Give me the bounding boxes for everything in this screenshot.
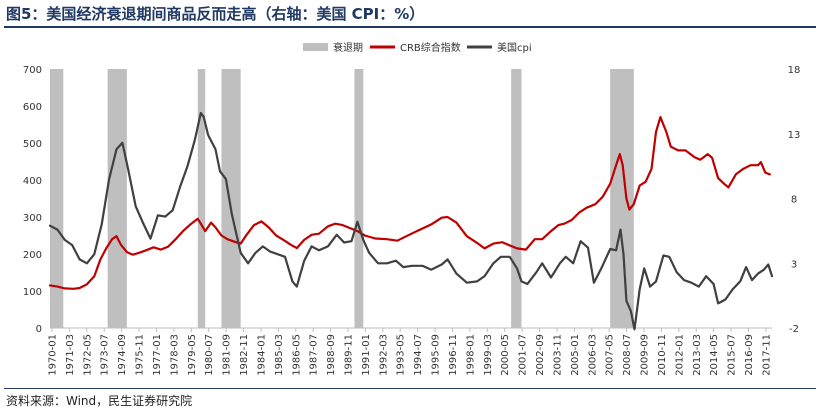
axes: 0 100 200 300 400 500 600 700 -2 3 8 13 18 1970-01 197… [23, 65, 800, 376]
x-tick-label-20: 1993-05 [396, 334, 407, 376]
x-tick-label-17: 1989-11 [344, 334, 355, 376]
x-tick-label-11: 1982-11 [239, 334, 250, 376]
left-axis-tick-0: 0 [36, 324, 42, 335]
legend: 衰退期 CRB综合指数 美国cpi [303, 41, 532, 54]
x-tick-label-32: 2007-05 [605, 334, 616, 376]
x-tick-label-15: 1987-07 [309, 334, 320, 376]
x-tick-label-16: 1988-09 [326, 334, 337, 376]
recession-band-5 [511, 69, 522, 328]
x-tick-label-22: 1995-09 [431, 334, 442, 376]
recession-bands [50, 69, 634, 328]
source-note: 资料来源：Wind，民生证券研究院 [6, 394, 193, 408]
legend-label-0: 衰退期 [333, 41, 363, 54]
x-tick-label-28: 2002-09 [535, 334, 546, 376]
x-tick-label-1: 1971-03 [65, 334, 76, 376]
chart-title: 图5：美国经济衰退期间商品反而走高（右轴：美国 CPI：%） [6, 5, 425, 23]
x-tick-label-37: 2013-03 [692, 334, 703, 376]
x-tick-label-38: 2014-05 [709, 334, 720, 376]
x-tick-label-36: 2012-01 [674, 334, 685, 376]
line-chart: 0 100 200 300 400 500 600 700 -2 3 8 13 18 1970-01 197… [23, 41, 800, 376]
x-tick-label-2: 1972-05 [82, 334, 93, 376]
x-tick-label-41: 2017-11 [761, 334, 772, 376]
x-tick-label-24: 1998-01 [465, 334, 476, 376]
x-tick-label-9: 1980-07 [204, 334, 215, 376]
left-axis-tick-1: 100 [23, 287, 42, 298]
x-tick-label-12: 1984-01 [256, 334, 267, 376]
x-tick-label-19: 1992-03 [378, 334, 389, 376]
right-axis-tick-4: 18 [788, 65, 801, 76]
title-divider [4, 26, 816, 28]
x-tick-label-26: 2000-05 [500, 334, 511, 376]
x-tick-label-29: 2003-11 [552, 334, 563, 376]
left-axis-tick-6: 600 [23, 102, 42, 113]
left-axis-tick-3: 300 [23, 213, 42, 224]
legend-label-2: 美国cpi [497, 41, 532, 54]
x-tick-label-40: 2016-09 [744, 334, 755, 376]
x-tick-label-10: 1981-09 [222, 334, 233, 376]
x-tick-label-3: 1973-07 [100, 334, 111, 376]
legend-swatch-recession [303, 43, 328, 51]
x-tick-label-0: 1970-01 [48, 334, 59, 376]
x-tick-label-6: 1977-01 [152, 334, 163, 376]
x-tick-label-18: 1991-01 [361, 334, 372, 376]
x-tick-label-21: 1994-07 [413, 334, 424, 376]
x-tick-label-25: 1999-03 [483, 334, 494, 376]
recession-band-0 [50, 69, 64, 328]
x-tick-label-30: 2005-01 [570, 334, 581, 376]
recession-band-3 [221, 69, 241, 328]
x-tick-label-13: 1985-03 [274, 334, 285, 376]
footer-divider [4, 388, 816, 389]
x-tick-label-33: 2008-07 [622, 334, 633, 376]
x-tick-label-7: 1978-03 [169, 334, 180, 376]
left-axis-tick-4: 400 [23, 176, 42, 187]
x-tick-label-27: 2001-07 [518, 334, 529, 376]
right-axis-tick-3: 13 [788, 130, 801, 141]
x-tick-label-5: 1975-11 [135, 334, 146, 376]
x-tick-label-39: 2015-07 [727, 334, 738, 376]
right-axis-tick-1: 3 [791, 259, 797, 270]
x-tick-label-35: 2010-11 [657, 334, 668, 376]
x-tick-label-23: 1996-11 [448, 334, 459, 376]
x-tick-label-14: 1986-05 [291, 334, 302, 376]
left-axis-tick-5: 500 [23, 139, 42, 150]
right-axis-tick-2: 8 [791, 195, 797, 206]
recession-band-1 [107, 69, 127, 328]
crb-index-line [48, 116, 771, 290]
x-tick-label-8: 1979-05 [187, 334, 198, 376]
recession-band-2 [197, 69, 206, 328]
right-axis-tick-0: -2 [789, 324, 799, 335]
recession-band-4 [354, 69, 364, 328]
legend-label-1: CRB综合指数 [400, 41, 461, 54]
x-tick-label-4: 1974-09 [117, 334, 128, 376]
left-axis-tick-2: 200 [23, 250, 42, 261]
left-axis-tick-7: 700 [23, 65, 42, 76]
us-cpi-line [48, 111, 774, 331]
series-lines [48, 111, 774, 331]
recession-band-6 [610, 69, 634, 328]
x-tick-label-34: 2009-09 [640, 334, 651, 376]
x-tick-label-31: 2006-03 [587, 334, 598, 376]
